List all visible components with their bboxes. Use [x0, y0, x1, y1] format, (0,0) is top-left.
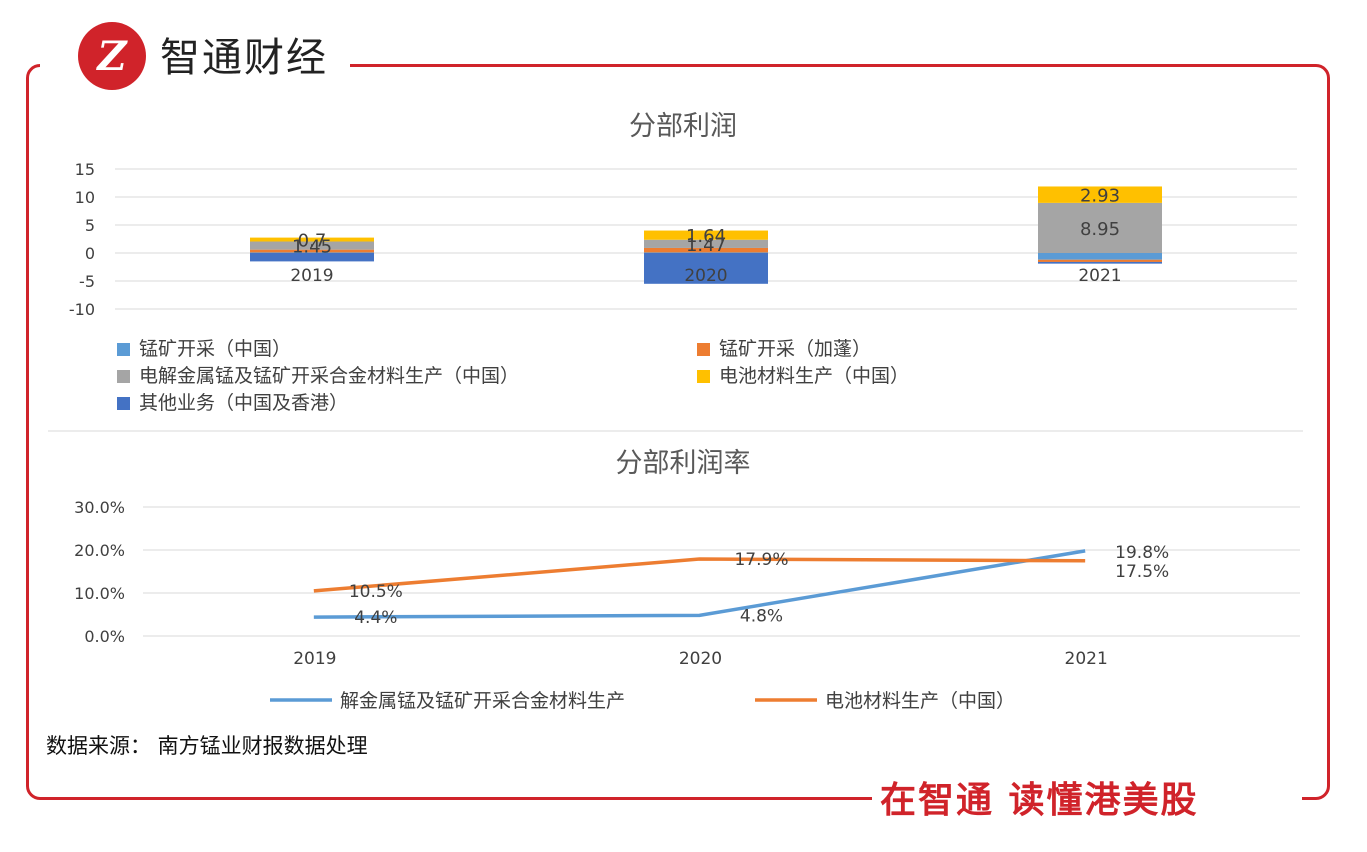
bar-legend-swatch [117, 397, 130, 410]
line-data-label: 10.5% [349, 582, 403, 602]
brand-name: 智通财经 [160, 35, 328, 81]
bar-y-tick-label: 10 [75, 188, 95, 207]
bar-segment [1038, 253, 1162, 260]
bar-segment [1038, 259, 1162, 262]
bar-y-tick-label: 0 [85, 244, 95, 263]
bar-segment [250, 249, 374, 253]
line-data-label: 17.9% [734, 550, 788, 570]
line-data-label: 19.8% [1115, 543, 1169, 563]
bar-legend-label: 锰矿开采（中国） [139, 338, 291, 360]
bar-x-tick-label: 2019 [290, 266, 333, 286]
line-x-tick-label: 2020 [679, 649, 722, 669]
bar-segment [644, 253, 768, 284]
bar-chart-title: 分部利润 [629, 111, 737, 142]
bar-y-tick-label: -5 [79, 272, 95, 291]
brand-logo-icon: Z [78, 22, 146, 90]
bar-y-tick-label: 15 [75, 160, 95, 179]
line-y-tick-label: 20.0% [74, 541, 125, 560]
bar-data-label: 0.7 [298, 231, 327, 252]
content-frame [26, 64, 1330, 800]
line-data-label: 17.5% [1115, 562, 1169, 582]
bar-segment [644, 239, 768, 248]
line-legend-label: 电池材料生产（中国） [825, 690, 1015, 712]
bar-legend-swatch [117, 370, 130, 383]
bar-data-label: 1.45 [292, 237, 332, 258]
bar-segment [644, 230, 768, 240]
line-y-tick-label: 0.0% [84, 627, 125, 646]
bar-segment [250, 237, 374, 242]
line-legend-label: 解金属锰及锰矿开采合金材料生产 [340, 690, 625, 712]
bar-legend-label: 锰矿开采（加蓬） [719, 338, 871, 360]
footer-slogan: 在智通 读懂港美股 [880, 780, 1199, 821]
bar-data-label: 1.64 [686, 226, 726, 247]
bar-data-label: 8.95 [1080, 219, 1120, 240]
line-series [313, 557, 1086, 593]
line-chart-title: 分部利润率 [616, 448, 751, 479]
bar-segment [250, 241, 374, 250]
bar-segment [1038, 186, 1162, 203]
line-y-tick-label: 10.0% [74, 584, 125, 603]
bar-segment [644, 252, 768, 253]
line-x-tick-label: 2021 [1065, 649, 1108, 669]
bar-legend-swatch [117, 343, 130, 356]
bar-segment [644, 247, 768, 253]
bar-legend-swatch [697, 370, 710, 383]
line-series [313, 549, 1086, 619]
line-y-tick-label: 30.0% [74, 498, 125, 517]
bar-segment [250, 252, 374, 253]
bar-legend-swatch [697, 343, 710, 356]
bar-segment [1038, 202, 1162, 253]
bar-segment [1038, 261, 1162, 264]
bar-legend-label: 电解金属锰及锰矿开采合金材料生产（中国） [139, 365, 519, 387]
bar-x-tick-label: 2021 [1078, 266, 1121, 286]
bar-y-tick-label: 5 [85, 216, 95, 235]
bar-legend-label: 其他业务（中国及香港） [139, 392, 348, 414]
line-data-label: 4.8% [740, 606, 783, 626]
bar-segment [250, 253, 374, 262]
bar-legend-label: 电池材料生产（中国） [719, 365, 909, 387]
slogan-mask [872, 780, 1302, 824]
bar-data-label: 1.47 [686, 235, 726, 256]
bar-x-tick-label: 2020 [684, 266, 727, 286]
line-data-label: 4.4% [354, 608, 397, 628]
bar-data-label: 2.93 [1080, 186, 1120, 207]
line-x-tick-label: 2019 [293, 649, 336, 669]
bar-y-tick-label: -10 [69, 300, 95, 319]
data-source-note: 数据来源： 南方锰业财报数据处理 [46, 734, 368, 758]
